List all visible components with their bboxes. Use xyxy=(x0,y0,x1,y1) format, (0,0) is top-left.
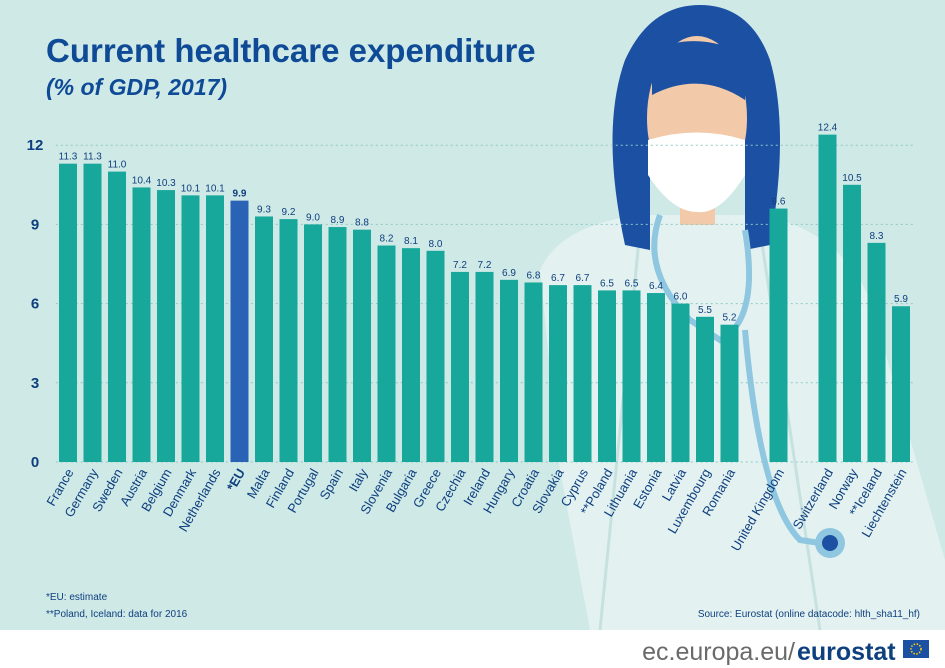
value-label: 11.3 xyxy=(83,152,102,163)
y-tick-label: 6 xyxy=(31,296,39,313)
bar xyxy=(353,229,371,462)
bar xyxy=(500,279,518,462)
value-label: 8.3 xyxy=(870,231,884,242)
bar xyxy=(206,195,224,463)
bar xyxy=(377,245,396,462)
value-label: 6.0 xyxy=(674,292,688,303)
bar xyxy=(157,190,175,462)
bar xyxy=(279,219,298,462)
bar xyxy=(181,195,200,463)
bar xyxy=(402,248,420,462)
chart-title: Current healthcare expenditure xyxy=(46,32,536,69)
value-label: 5.5 xyxy=(698,305,712,316)
eu-flag xyxy=(903,640,929,658)
value-label: 10.3 xyxy=(156,178,176,189)
bar xyxy=(696,316,714,462)
source: Source: Eurostat (online datacode: hlth_… xyxy=(698,609,920,620)
bar xyxy=(818,134,837,462)
value-label: 8.1 xyxy=(404,236,418,247)
bar xyxy=(475,271,494,462)
bar xyxy=(892,306,910,462)
eu-stars xyxy=(910,643,922,655)
bar xyxy=(230,200,249,462)
y-tick-label: 12 xyxy=(27,137,44,154)
value-label: 6.9 xyxy=(502,268,516,279)
value-label: 9.9 xyxy=(233,189,247,200)
value-label: 6.4 xyxy=(649,281,663,292)
y-tick-label: 9 xyxy=(31,216,39,233)
y-tick-label: 0 xyxy=(31,454,39,471)
bar xyxy=(59,163,77,462)
value-label: 10.4 xyxy=(132,175,152,186)
value-label: 6.5 xyxy=(600,278,614,289)
value-label: 7.2 xyxy=(453,260,467,271)
value-label: 6.7 xyxy=(551,273,565,284)
bar xyxy=(671,303,690,462)
value-label: 7.2 xyxy=(478,260,492,271)
value-label: 8.9 xyxy=(331,215,345,226)
note: *EU: estimate xyxy=(46,592,108,603)
bar xyxy=(769,208,788,462)
bar xyxy=(867,242,886,462)
value-label: 9.6 xyxy=(772,197,786,208)
value-label: 12.4 xyxy=(818,123,838,134)
bar xyxy=(549,285,567,462)
bar xyxy=(426,250,445,462)
bar xyxy=(622,290,641,462)
value-label: 10.1 xyxy=(181,183,201,194)
note: **Poland, Iceland: data for 2016 xyxy=(46,609,188,620)
value-label: 10.1 xyxy=(205,183,225,194)
value-label: 8.8 xyxy=(355,218,369,229)
footer-brand: eurostat xyxy=(797,638,896,666)
value-label: 8.2 xyxy=(380,234,394,245)
bar xyxy=(573,285,592,462)
bar xyxy=(304,224,322,462)
value-label: 11.0 xyxy=(108,160,127,171)
value-label: 11.3 xyxy=(59,152,78,163)
value-label: 9.3 xyxy=(257,204,271,215)
bar xyxy=(524,282,543,462)
chart-subtitle: (% of GDP, 2017) xyxy=(46,74,227,100)
value-label: 8.0 xyxy=(429,239,443,250)
bar xyxy=(83,163,102,462)
value-label: 6.5 xyxy=(625,278,639,289)
value-label: 9.0 xyxy=(306,212,320,223)
value-label: 9.2 xyxy=(282,207,296,218)
bar xyxy=(451,271,469,462)
bar xyxy=(255,216,273,462)
footer-band xyxy=(0,630,945,668)
bar xyxy=(843,184,861,463)
bar xyxy=(720,324,739,462)
bar xyxy=(108,171,126,462)
bar xyxy=(328,227,347,462)
value-label: 6.8 xyxy=(527,270,541,281)
bar xyxy=(647,293,665,462)
bar xyxy=(598,290,616,462)
value-label: 6.7 xyxy=(576,273,590,284)
y-tick-label: 3 xyxy=(31,375,39,392)
value-label: 5.9 xyxy=(894,294,908,305)
value-label: 10.5 xyxy=(842,173,862,184)
value-label: 5.2 xyxy=(723,313,737,324)
bar xyxy=(132,187,151,462)
footer-site: ec.europa.eu/ xyxy=(642,638,795,666)
